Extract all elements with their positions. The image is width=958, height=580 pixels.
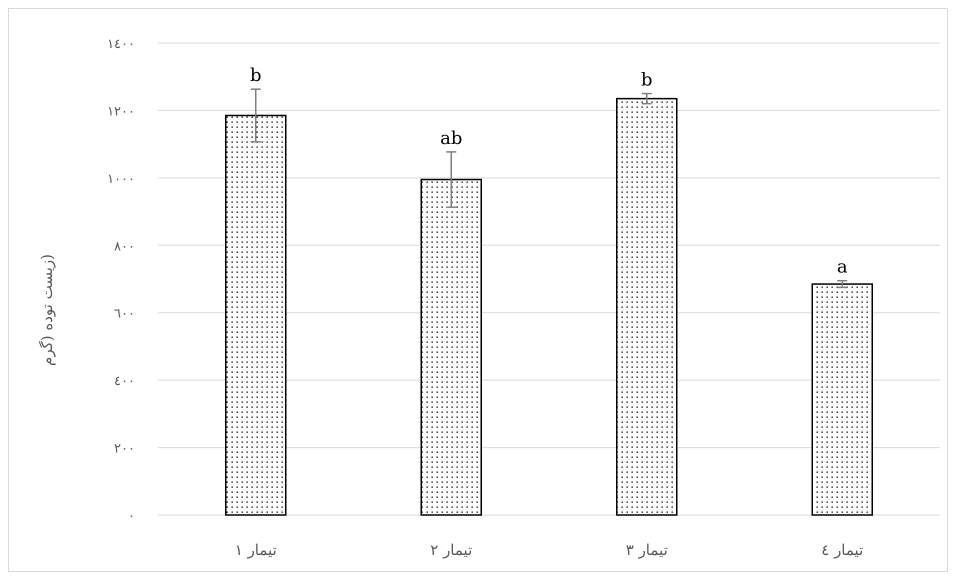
bar <box>616 97 678 516</box>
bars <box>225 88 873 516</box>
bar <box>811 283 873 516</box>
y-tick-label: ۲۰۰ <box>114 442 135 457</box>
significance-label: a <box>837 257 848 278</box>
y-tick-label: ٦۰۰ <box>114 307 135 322</box>
y-tick-label: ۱۲۰۰ <box>107 104 135 119</box>
significance-label: ab <box>440 128 462 149</box>
y-tick-label: ۰ <box>128 509 135 524</box>
bar <box>225 114 287 516</box>
y-axis-title: (زیست توده (گرم <box>38 254 56 366</box>
y-tick-label: ۱۰۰۰ <box>107 172 135 187</box>
x-category-label: تیمار ٤ <box>821 541 863 559</box>
x-category-label: تیمار ۳ <box>626 541 668 559</box>
x-category-label: تیمار ۱ <box>235 541 277 559</box>
y-tick-label: ۱٤۰۰ <box>107 37 135 52</box>
x-category-label: تیمار ۲ <box>430 541 472 559</box>
bar <box>420 178 482 516</box>
gridlines <box>158 42 940 516</box>
significance-label: b <box>250 65 262 86</box>
significance-label: b <box>641 70 653 91</box>
y-tick-label: ۸۰۰ <box>114 239 135 254</box>
y-tick-label: ٤۰۰ <box>114 374 135 389</box>
